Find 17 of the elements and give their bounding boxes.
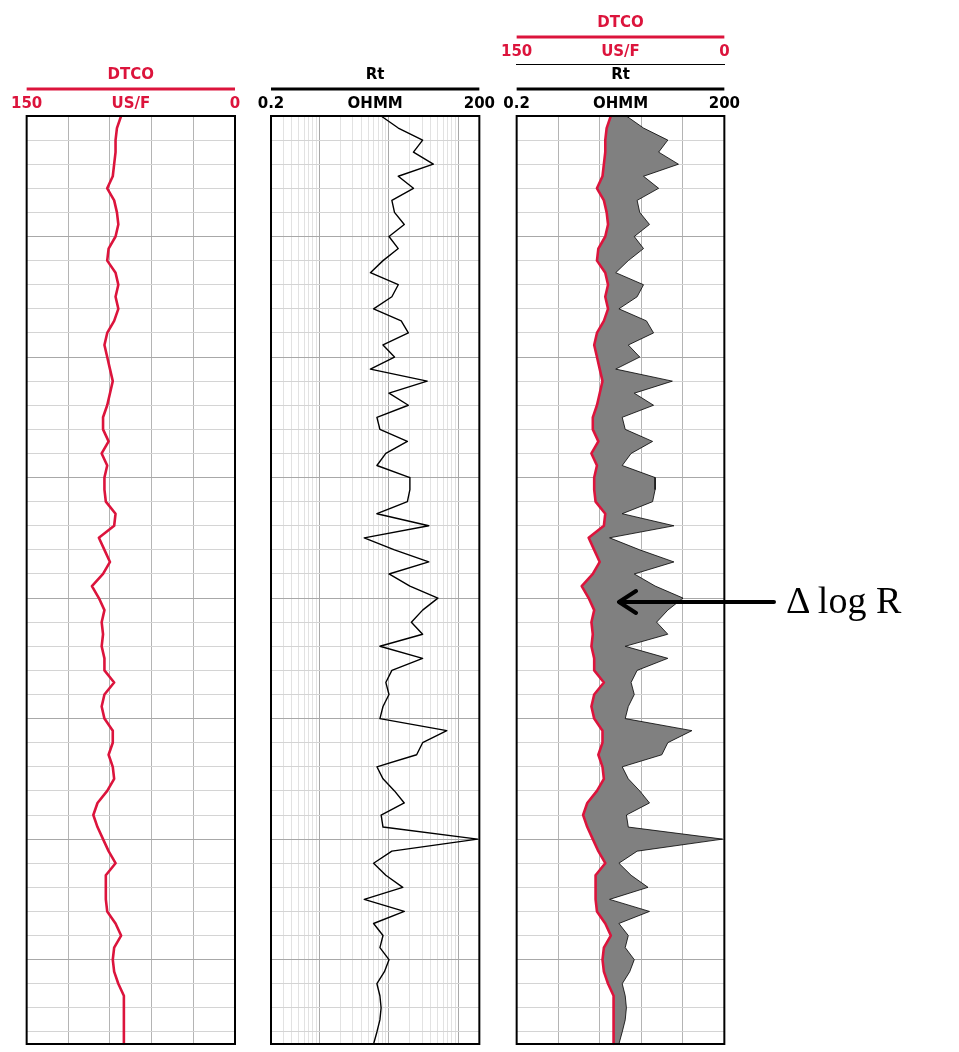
x-tick-label: 0.2 [257, 93, 285, 112]
x-tick-label: 200 [463, 93, 495, 112]
text: OHMM [592, 93, 649, 112]
text: Δ log R [786, 578, 902, 622]
x-tick-label: 0 [229, 93, 241, 112]
x2-tick-label: 0 [719, 41, 730, 60]
text: DTCO [597, 12, 644, 31]
x-tick-label: 200 [708, 93, 740, 112]
x2-tick-label: 150 [501, 41, 533, 60]
x-tick-label: 150 [11, 93, 43, 112]
text: Rt [365, 64, 385, 83]
text: Rt [611, 64, 630, 83]
text: US/F [601, 41, 640, 60]
text: OHMM [347, 93, 403, 112]
text: DTCO [107, 64, 155, 83]
text: US/F [111, 93, 151, 112]
x-tick-label: 0.2 [503, 93, 530, 112]
